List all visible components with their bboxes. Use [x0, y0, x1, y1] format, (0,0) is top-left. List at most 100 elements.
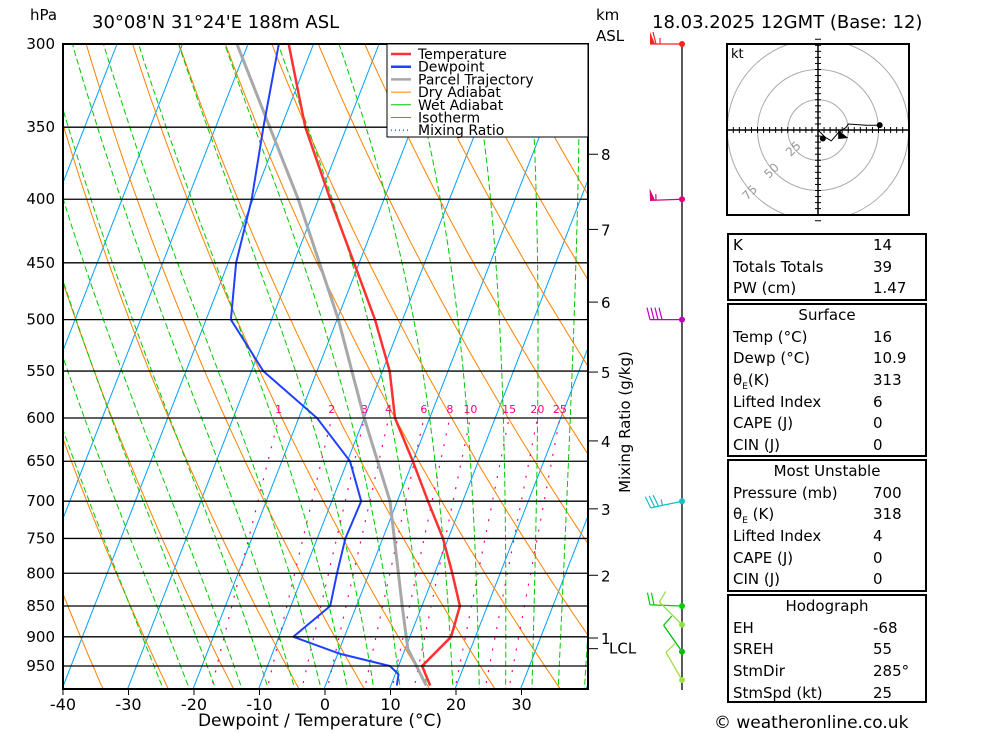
km-tick-label: 3	[601, 501, 611, 519]
row-value: 25	[873, 683, 893, 702]
table-row: EH -68	[729, 618, 925, 640]
km-tick-label: LCL	[609, 640, 637, 658]
table-row: Pressure (mb) 700	[729, 483, 925, 505]
row-label: CAPE (J)	[733, 548, 793, 570]
legend-label: Dry Adiabat	[418, 85, 501, 101]
dry-adiabat-line	[63, 592, 104, 689]
section-title: Hodograph	[785, 597, 869, 615]
wind-barb-flag	[652, 31, 657, 45]
wet-adiabat-line	[338, 44, 454, 689]
wet-adiabat-line	[63, 428, 164, 689]
wet-adiabat-line	[224, 44, 401, 689]
mixing-ratio-line	[266, 417, 333, 689]
dewpoint-line	[229, 44, 400, 686]
mixing-ratio-label: 4	[385, 403, 392, 416]
wind-barb-staff	[649, 604, 683, 607]
wind-barb-halfflag	[660, 499, 664, 506]
table-row: K 14	[729, 235, 925, 257]
label-text: Pressure (mb)	[733, 483, 838, 502]
table-row: Dewp (°C) 10.9	[729, 348, 925, 370]
legend-box	[386, 43, 589, 138]
row-label: Pressure (mb)	[733, 483, 838, 505]
km-tick-label: 7	[601, 221, 611, 239]
label-suffix: (K)	[747, 505, 775, 524]
wet-adiabat-line	[102, 44, 322, 689]
mixing-ratio-label: 6	[420, 403, 427, 416]
table-row: Lifted Index 4	[729, 526, 925, 548]
hpa-unit-label: hPa	[30, 6, 57, 24]
row-label: Lifted Index	[733, 526, 821, 548]
row-value: 0	[873, 548, 883, 567]
isotherm-line	[454, 346, 588, 689]
label-text: SREH	[733, 640, 774, 659]
label-text: CAPE (J)	[733, 548, 794, 567]
pressure-tick-label: 600	[26, 409, 55, 427]
row-value: 1.47	[873, 279, 907, 298]
pressure-tick-label: 350	[26, 118, 55, 136]
row-label: CAPE (J)	[733, 413, 793, 435]
wind-barb-staff	[658, 601, 683, 626]
dry-adiabat-line	[503, 44, 588, 196]
wet-adiabat-line	[63, 279, 217, 689]
label-subscript: E	[742, 516, 748, 527]
label-text: θ	[733, 505, 743, 524]
mixing-ratio-axis-label: Mixing Ratio (g/kg)	[616, 351, 634, 493]
wind-barb-station	[679, 621, 685, 628]
wet-adiabat-line	[63, 355, 190, 689]
table-row: StmDir 285°	[729, 661, 925, 683]
row-value: 16	[873, 327, 893, 346]
label-text: CAPE (J)	[733, 414, 794, 433]
row-label: PW (cm)	[733, 278, 796, 300]
section-title: Surface	[798, 306, 856, 324]
wind-barb-flag	[646, 307, 651, 320]
pressure-tick-label: 500	[26, 311, 55, 329]
temp-tick-label: -40	[50, 695, 76, 714]
dry-adiabat-line	[63, 122, 300, 689]
row-value: 39	[873, 257, 893, 276]
wind-barb-flag	[665, 643, 676, 653]
pressure-tick-label: 300	[26, 35, 55, 53]
dry-adiabat-line	[132, 44, 431, 689]
hodograph-dot	[876, 122, 883, 129]
row-value: 10.9	[873, 349, 907, 368]
wet-adiabat-line	[71, 44, 296, 689]
label-suffix: (K)	[747, 371, 770, 390]
row-value: 4	[873, 527, 883, 546]
wind-barb-pennant	[650, 32, 655, 44]
wind-barbs	[644, 31, 685, 690]
pressure-tick-label: 550	[26, 362, 55, 380]
dry-adiabat-line	[178, 44, 496, 689]
wind-barb-station	[679, 316, 685, 323]
temp-tick-label: -30	[115, 695, 141, 714]
table-row: SREH 55	[729, 639, 925, 661]
section-title: Most Unstable	[773, 462, 881, 480]
row-value: 318	[873, 505, 902, 524]
row-value: 0	[873, 436, 883, 455]
temp-tick-label: -20	[181, 695, 207, 714]
km-unit-label: km	[596, 6, 619, 24]
dry-adiabat-line	[456, 44, 588, 281]
hodograph-unit-label: kt	[731, 47, 744, 62]
table-row: θE(K) 313	[729, 370, 925, 392]
table-row: θE (K) 318	[729, 504, 925, 526]
wet-adiabat-line	[63, 107, 269, 689]
surface-box: Surface Temp (°C) 16 Dewp (°C) 10.9 θE(K) 313 L…	[727, 303, 927, 457]
legend-label: Mixing Ratio	[418, 123, 504, 139]
dry-adiabat-line	[271, 44, 588, 637]
dry-adiabat-line	[364, 44, 588, 456]
legend-label: Temperature	[417, 47, 507, 63]
row-label: K	[733, 235, 743, 257]
table-row: Totals Totals 39	[729, 257, 925, 279]
row-label: CIN (J)	[733, 569, 780, 591]
label-text: θ	[733, 371, 743, 390]
label-text: CIN (J)	[733, 570, 781, 589]
table-row: Lifted Index 6	[729, 392, 925, 414]
wind-barb-station	[679, 196, 685, 203]
wind-barb-station	[679, 677, 685, 684]
label-text: EH	[733, 618, 754, 637]
table-row: CAPE (J) 0	[729, 413, 925, 435]
x-axis-label: Dewpoint / Temperature (°C)	[198, 711, 442, 731]
pressure-tick-label: 400	[26, 190, 55, 208]
